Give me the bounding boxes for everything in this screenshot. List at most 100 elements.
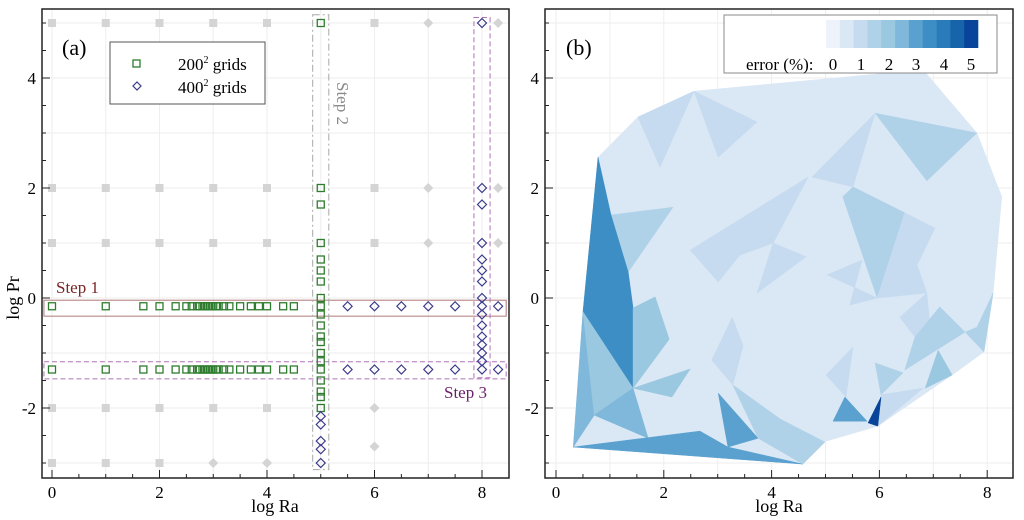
background-diamond-point [369, 441, 380, 452]
data-point-200-grids [246, 365, 256, 374]
data-point-200-grids [316, 365, 325, 374]
data-point-200-grids [235, 302, 245, 311]
background-diamond-point [369, 403, 380, 413]
step-2-label: Step 2 [333, 82, 352, 125]
background-diamond-point [493, 183, 504, 193]
error-region [632, 296, 670, 389]
data-point-200-grids [254, 302, 264, 311]
data-point-200-grids [219, 302, 229, 311]
error-region [874, 362, 904, 396]
background-square-point [370, 239, 379, 247]
data-point-400-grids [476, 364, 488, 375]
data-point-200-grids [47, 302, 57, 311]
data-point-400-grids [315, 419, 327, 430]
data-point-200-grids [316, 200, 325, 209]
data-point-200-grids [182, 365, 191, 374]
y-tick-label: 0 [28, 289, 37, 308]
data-point-400-grids [476, 17, 488, 29]
colorbar-band [826, 20, 841, 48]
data-point-200-grids [316, 310, 325, 319]
background-square-point [209, 404, 218, 412]
data-point-400-grids [476, 276, 488, 287]
data-point-200-grids [101, 302, 110, 311]
data-point-200-grids [171, 365, 180, 374]
legend-square-marker [132, 59, 141, 68]
data-point-400-grids [492, 300, 504, 312]
colorbar-band [867, 20, 882, 48]
background-diamond-point [423, 238, 434, 248]
error-region [717, 392, 759, 448]
background-square-point [101, 459, 110, 467]
colorbar-band [853, 20, 868, 48]
data-point-400-grids [492, 364, 504, 375]
panel-a-xlabel: log Ra [251, 496, 299, 516]
step-2-box [312, 14, 330, 471]
data-point-200-grids [316, 255, 325, 264]
error-region [637, 90, 695, 168]
data-point-200-grids [278, 302, 288, 311]
legend: 2002 grids 4002 grids [109, 41, 266, 105]
error-region [811, 113, 876, 188]
data-point-400-grids [422, 364, 434, 375]
step-3-box [473, 17, 491, 379]
colorbar-tick-2: 2 [885, 55, 894, 74]
data-point-400-grids [449, 300, 461, 312]
data-point-400-grids [342, 364, 353, 375]
background-diamond-point [262, 458, 272, 468]
panel-b-label: (b) [566, 35, 592, 60]
data-point-400-grids [369, 364, 380, 375]
background-square-point [101, 404, 110, 412]
data-point-400-grids [476, 320, 488, 331]
colorbar-band [881, 20, 896, 48]
data-point-200-grids [316, 348, 325, 358]
background-square-point [48, 459, 56, 467]
background-diamond-point [493, 18, 504, 28]
error-region [593, 387, 649, 439]
data-point-200-grids [214, 365, 223, 374]
y-tick-label: 2 [28, 179, 37, 198]
data-point-200-grids [316, 18, 325, 28]
data-point-200-grids [214, 302, 223, 311]
y-tick-label: -2 [22, 399, 36, 418]
y-tick-label: 4 [531, 69, 540, 88]
error-region [867, 396, 882, 427]
data-point-200-grids [155, 365, 164, 374]
data-point-400-grids [342, 300, 353, 312]
colorbar-tick-0: 0 [829, 55, 838, 74]
error-region [874, 112, 978, 182]
background-diamond-point [423, 18, 434, 28]
panel-a-label: (a) [62, 35, 86, 60]
data-point-200-grids [246, 302, 256, 311]
background-square-point [263, 404, 271, 412]
error-region [693, 90, 758, 158]
data-point-200-grids [316, 302, 325, 311]
error-region [964, 292, 994, 353]
background-square-point [155, 184, 164, 192]
step-1-label: Step 1 [56, 278, 99, 297]
data-point-200-grids [316, 266, 325, 275]
y-tick-label: -2 [525, 399, 539, 418]
background-diamond-point [423, 183, 434, 193]
data-point-200-grids [278, 365, 288, 374]
background-square-point [155, 19, 164, 27]
data-point-200-grids [101, 365, 110, 374]
data-point-400-grids [476, 182, 488, 194]
data-point-200-grids [316, 357, 325, 366]
data-point-200-grids [171, 302, 180, 311]
x-tick-label: 2 [660, 483, 669, 502]
background-square-point [370, 184, 379, 192]
colorbar-band [950, 20, 965, 48]
data-point-200-grids [155, 302, 164, 311]
data-point-400-grids [396, 300, 407, 312]
data-point-200-grids [225, 302, 234, 311]
colorbar-band [908, 20, 924, 48]
x-tick-label: 8 [478, 483, 487, 502]
data-point-200-grids [47, 365, 57, 374]
data-point-200-grids [262, 365, 272, 374]
y-tick-label: 2 [531, 179, 540, 198]
background-square-point [155, 239, 164, 247]
data-point-400-grids [476, 309, 488, 320]
legend-entry-400: 4002 grids [178, 78, 247, 97]
background-diamond-point [208, 458, 219, 468]
